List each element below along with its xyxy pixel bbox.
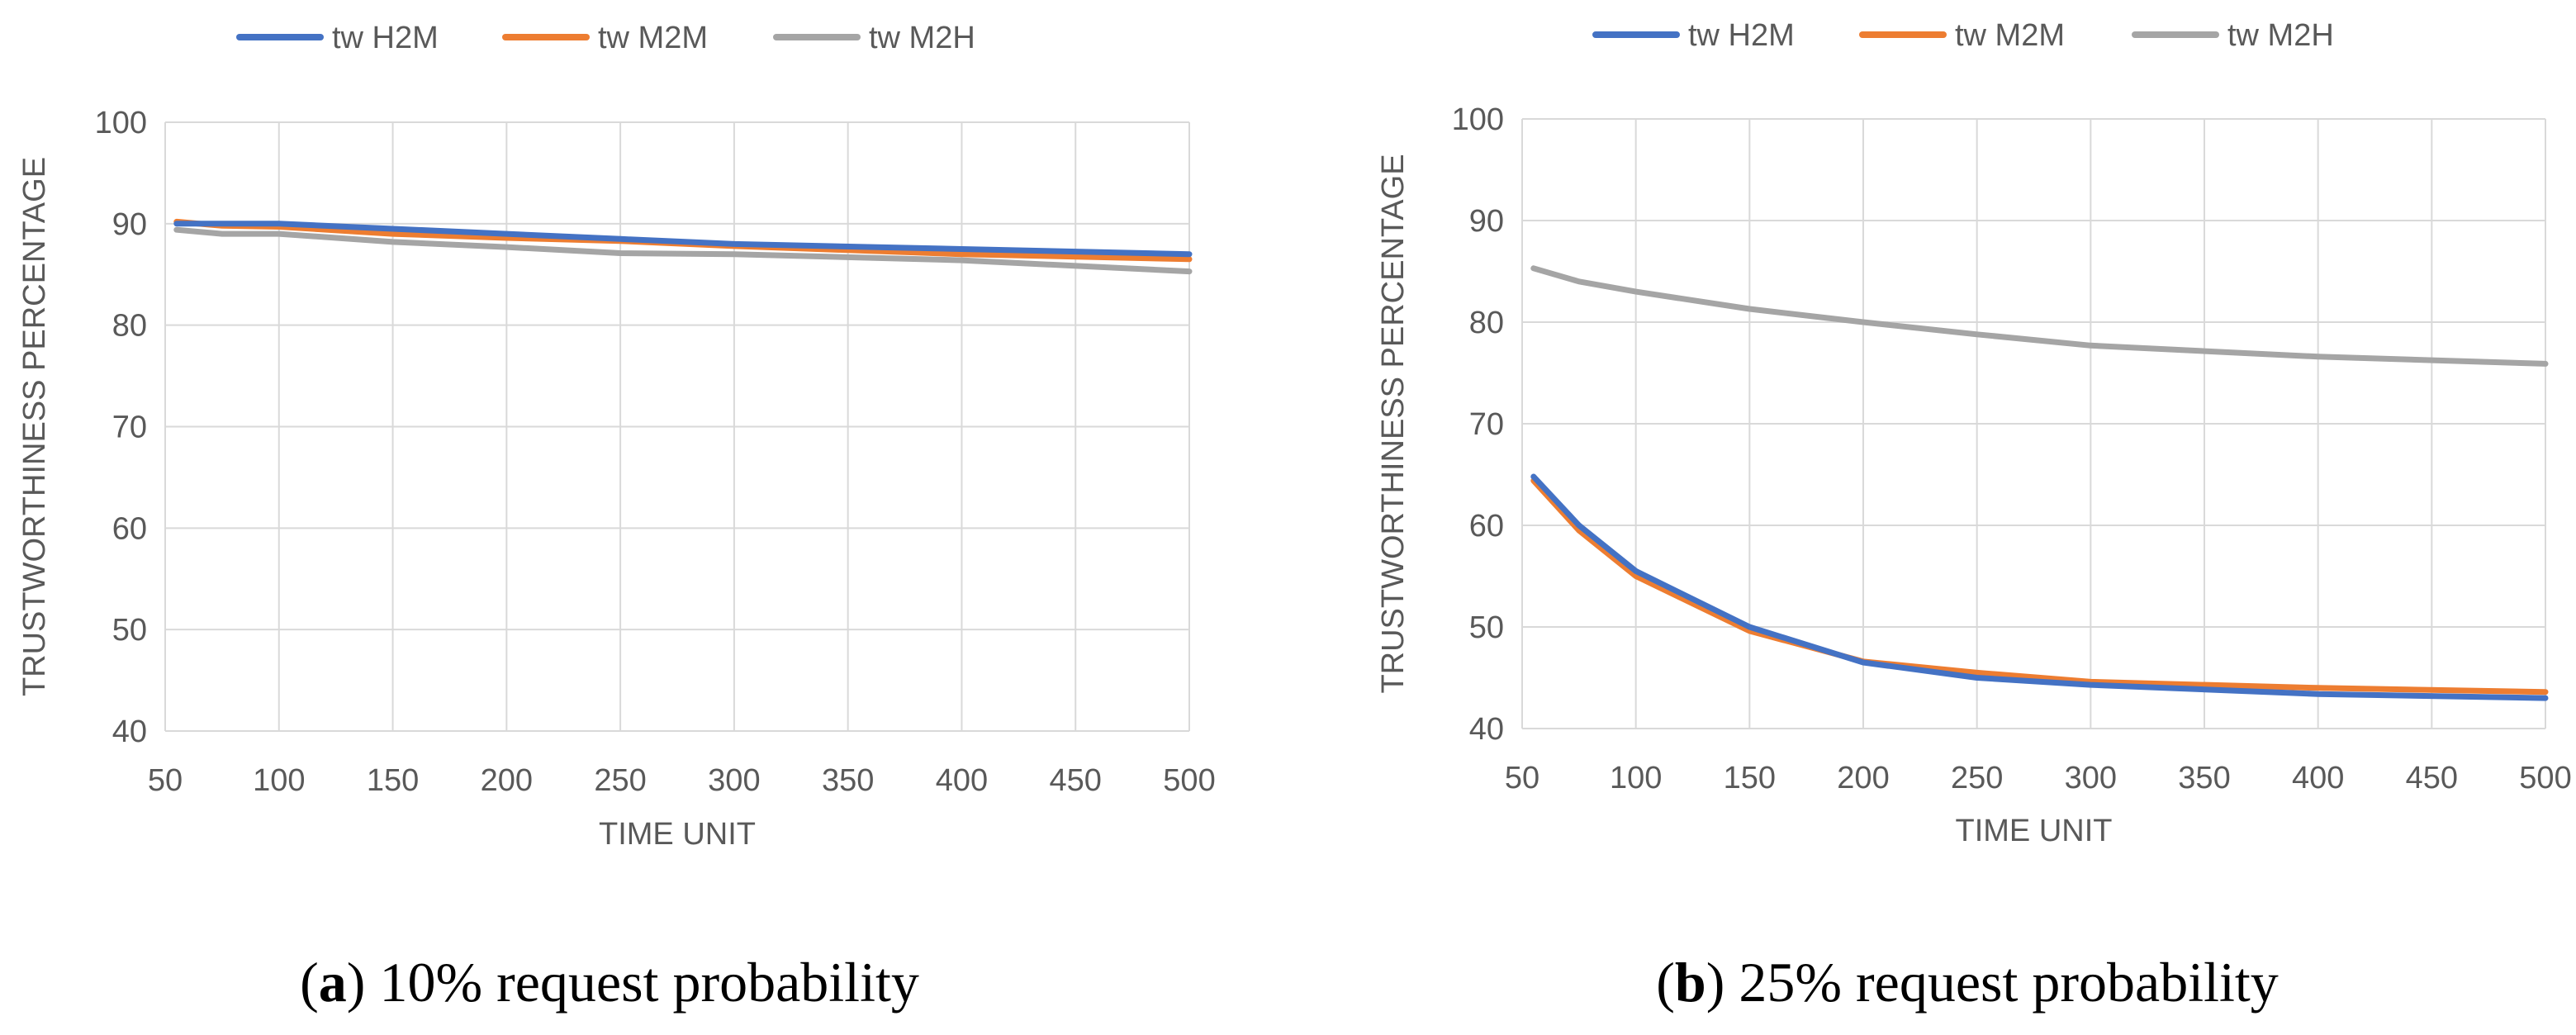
y-tick-label: 40 (1469, 712, 1504, 747)
x-tick-label: 50 (148, 763, 183, 798)
x-tick-label: 450 (2406, 761, 2458, 795)
caption-text: 10% request probability (379, 951, 918, 1014)
x-tick-label: 250 (1951, 761, 2003, 795)
caption-label: b (1675, 951, 1706, 1014)
x-tick-label: 50 (1505, 761, 1539, 795)
series-line-tw-m2h (173, 226, 1193, 275)
legend-label: tw M2H (869, 21, 975, 55)
y-tick-label: 90 (1469, 204, 1504, 239)
x-tick-label: 400 (2292, 761, 2344, 795)
x-tick-label: 200 (1837, 761, 1889, 795)
legend-label: tw M2M (1955, 18, 2065, 53)
legend-label: tw M2M (598, 21, 708, 55)
x-tick-label: 500 (1163, 763, 1215, 798)
legend-label: tw H2M (332, 21, 439, 55)
subfigure-caption: (a) 10% request probability (300, 951, 919, 1014)
y-tick-label: 100 (1452, 102, 1504, 137)
series-line-tw-h2m (173, 221, 1193, 258)
x-tick-label: 200 (481, 763, 533, 798)
caption-text: 25% request probability (1739, 951, 2278, 1014)
x-tick-label: 100 (1610, 761, 1662, 795)
x-tick-label: 100 (253, 763, 305, 798)
x-tick-label: 300 (708, 763, 760, 798)
y-tick-label: 90 (112, 207, 147, 242)
y-tick-label: 40 (112, 715, 147, 749)
y-tick-label: 60 (112, 511, 147, 546)
x-tick-label: 350 (2178, 761, 2230, 795)
x-tick-label: 500 (2519, 761, 2571, 795)
y-tick-label: 50 (112, 613, 147, 648)
y-tick-label: 70 (112, 411, 147, 445)
series-line-tw-m2h (1530, 265, 2549, 367)
x-tick-label: 150 (1724, 761, 1776, 795)
legend-label: tw M2H (2227, 18, 2334, 53)
y-tick-label: 80 (112, 309, 147, 344)
y-tick-label: 80 (1469, 306, 1504, 340)
x-tick-label: 150 (367, 763, 419, 798)
y-tick-label: 100 (95, 106, 147, 140)
subfigure-caption: (b) 25% request probability (1656, 951, 2279, 1014)
caption-label: a (319, 951, 347, 1014)
legend-label: tw H2M (1688, 18, 1795, 53)
x-tick-label: 400 (936, 763, 988, 798)
y-tick-label: 70 (1469, 407, 1504, 442)
x-axis-title: TIME UNIT (599, 817, 756, 852)
y-tick-label: 50 (1469, 610, 1504, 645)
x-tick-label: 450 (1050, 763, 1102, 798)
x-axis-title: TIME UNIT (1956, 814, 2113, 848)
y-axis-title: TRUSTWORTHINESS PERCENTAGE (17, 157, 52, 696)
x-tick-label: 350 (822, 763, 874, 798)
y-tick-label: 60 (1469, 509, 1504, 544)
x-tick-label: 250 (594, 763, 646, 798)
y-axis-title: TRUSTWORTHINESS PERCENTAGE (1376, 154, 1411, 693)
series-line-tw-h2m (1530, 473, 2549, 701)
x-tick-label: 300 (2065, 761, 2117, 795)
series-line-tw-m2m (1530, 477, 2549, 696)
